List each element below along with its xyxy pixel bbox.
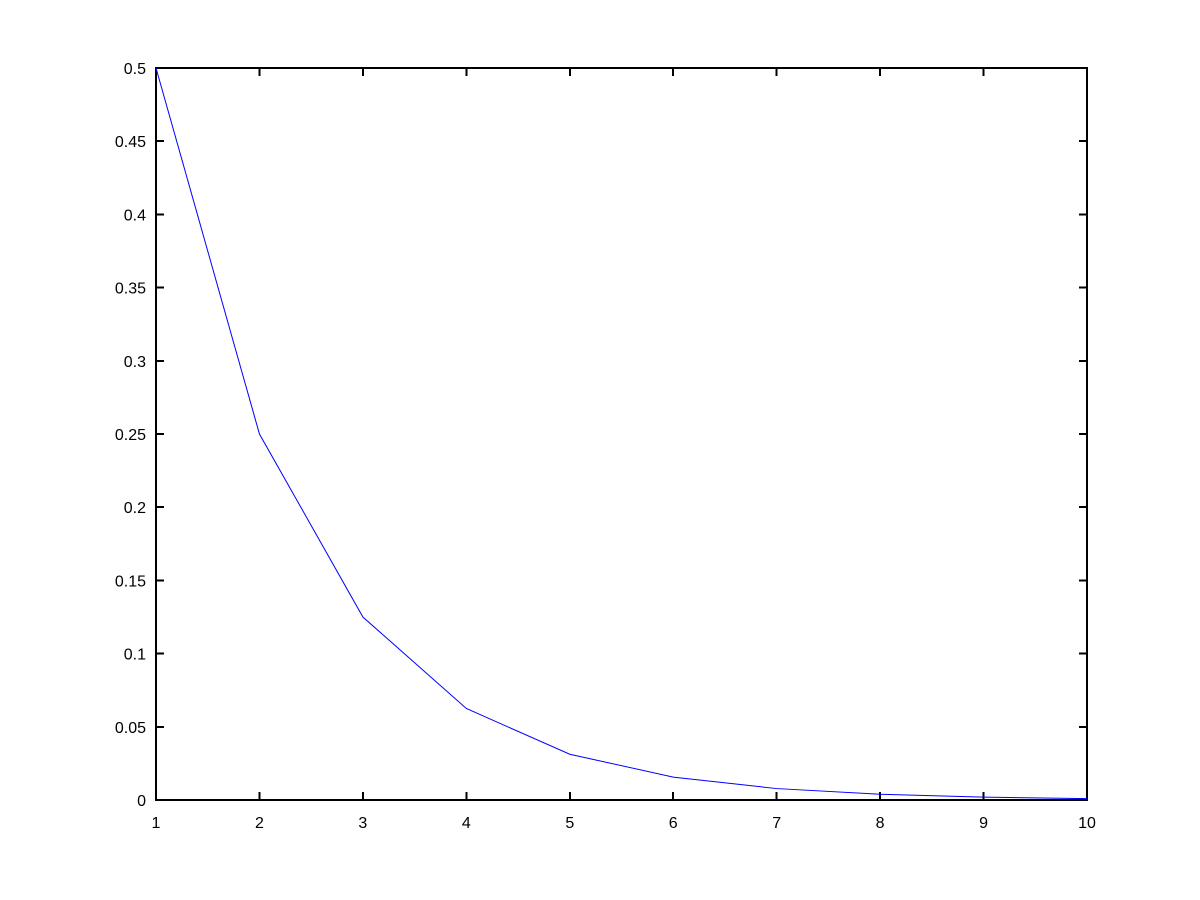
data-series-line — [155, 67, 1088, 800]
x-axis-tick-labels: 1 2 3 4 5 6 7 8 9 10 — [152, 815, 1096, 832]
x-tick-label: 9 — [979, 815, 988, 832]
y-axis-ticks — [156, 67, 1087, 801]
y-tick-label: 0.45 — [115, 134, 146, 151]
plot-box-border — [155, 67, 1088, 801]
x-tick-label: 3 — [358, 815, 367, 832]
x-axis-ticks — [155, 68, 1088, 800]
y-tick-label: 0.3 — [124, 354, 146, 371]
y-tick-label: 0.2 — [124, 500, 146, 517]
y-tick-label: 0.05 — [115, 720, 146, 737]
x-tick-label: 5 — [565, 815, 574, 832]
plot-box — [155, 67, 1088, 801]
y-tick-label: 0.35 — [115, 281, 146, 298]
y-tick-label: 0.4 — [124, 207, 146, 224]
x-tick-label: 4 — [462, 815, 471, 832]
y-tick-label: 0.25 — [115, 427, 146, 444]
y-axis-tick-labels: 0 0.05 0.1 0.15 0.2 0.25 0.3 0.35 0.4 0.45 0.5 — [115, 61, 146, 810]
x-tick-label: 8 — [876, 815, 885, 832]
y-tick-label: 0.1 — [124, 647, 146, 664]
x-tick-label: 7 — [772, 815, 781, 832]
y-tick-label: 0.5 — [124, 61, 146, 78]
x-tick-label: 1 — [152, 815, 161, 832]
x-tick-label: 6 — [669, 815, 678, 832]
y-tick-label: 0 — [137, 793, 146, 810]
x-tick-label: 2 — [255, 815, 264, 832]
x-tick-label: 10 — [1078, 815, 1096, 832]
y-tick-label: 0.15 — [115, 573, 146, 590]
